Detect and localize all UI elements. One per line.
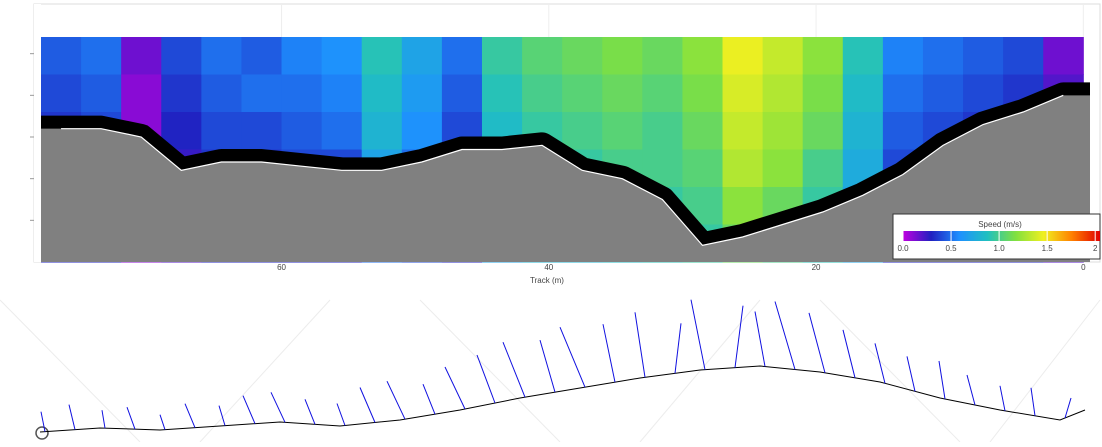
speed-cell bbox=[201, 37, 242, 75]
colorbar-tick-label: 2 bbox=[1093, 244, 1098, 253]
speed-cell bbox=[883, 37, 924, 75]
mask-left bbox=[34, 4, 41, 262]
speed-cell bbox=[963, 37, 1004, 75]
speed-cell bbox=[81, 75, 122, 113]
speed-cell bbox=[161, 75, 202, 113]
speed-cell bbox=[201, 112, 242, 150]
speed-cell bbox=[201, 75, 242, 113]
speed-cell bbox=[843, 37, 884, 75]
speed-cell bbox=[522, 37, 563, 75]
speed-cell bbox=[723, 37, 764, 75]
speed-cell bbox=[642, 75, 683, 113]
speed-cell bbox=[923, 75, 964, 113]
speed-cell bbox=[723, 150, 764, 188]
speed-cell bbox=[161, 37, 202, 75]
speed-cell bbox=[883, 75, 924, 113]
speed-cell bbox=[322, 112, 363, 150]
speed-cell bbox=[562, 37, 603, 75]
speed-cell bbox=[322, 37, 363, 75]
speed-cell bbox=[923, 37, 964, 75]
colorbar-tick-label: 0.0 bbox=[897, 244, 909, 253]
speed-cell bbox=[763, 112, 804, 150]
speed-cell bbox=[362, 75, 403, 113]
speed-cell bbox=[241, 37, 282, 75]
speed-cell bbox=[682, 75, 723, 113]
colorbar-tick-label: 1.0 bbox=[994, 244, 1006, 253]
speed-cell bbox=[442, 37, 483, 75]
colorbar-tick-label: 0.5 bbox=[945, 244, 957, 253]
speed-cell bbox=[322, 75, 363, 113]
speed-cell bbox=[522, 75, 563, 113]
speed-cell bbox=[121, 75, 162, 113]
speed-cell bbox=[763, 75, 804, 113]
speed-cell bbox=[642, 37, 683, 75]
speed-cell bbox=[282, 112, 323, 150]
speed-cell bbox=[1043, 37, 1084, 75]
speed-cell bbox=[282, 37, 323, 75]
speed-cell bbox=[282, 75, 323, 113]
colorbar-bar bbox=[903, 231, 1100, 241]
speed-cell bbox=[843, 75, 884, 113]
speed-cell bbox=[241, 75, 282, 113]
speed-cell bbox=[682, 112, 723, 150]
speed-cell bbox=[402, 37, 443, 75]
speed-cell bbox=[723, 112, 764, 150]
speed-cell bbox=[482, 37, 523, 75]
speed-cell bbox=[362, 112, 403, 150]
colorbar-title: Speed (m/s) bbox=[978, 220, 1022, 229]
speed-cell bbox=[562, 112, 603, 150]
speed-cell bbox=[883, 112, 924, 150]
speed-cell bbox=[41, 37, 82, 75]
speed-cell bbox=[482, 75, 523, 113]
colorbar-tick-label: 1.5 bbox=[1042, 244, 1054, 253]
speed-cell bbox=[121, 37, 162, 75]
speed-cell bbox=[682, 150, 723, 188]
speed-cell bbox=[803, 112, 844, 150]
speed-cell bbox=[642, 112, 683, 150]
speed-cell bbox=[241, 112, 282, 150]
speed-cell bbox=[843, 112, 884, 150]
speed-cell bbox=[803, 37, 844, 75]
speed-cell bbox=[803, 150, 844, 188]
colorbar: Speed (m/s) 0.0 0.5 1.0 1.5 2 bbox=[893, 214, 1100, 259]
speed-cell bbox=[402, 75, 443, 113]
speed-cell bbox=[723, 75, 764, 113]
speed-cell bbox=[1003, 37, 1044, 75]
speed-cell bbox=[602, 75, 643, 113]
figure: 6040200Speed (m/s)0.00.51.01.52Track (m) bbox=[0, 0, 1102, 442]
speed-cell bbox=[562, 75, 603, 113]
speed-cell bbox=[41, 75, 82, 113]
speed-cell bbox=[602, 37, 643, 75]
speed-cell bbox=[81, 37, 122, 75]
speed-cell bbox=[442, 75, 483, 113]
speed-cell bbox=[763, 37, 804, 75]
speed-cell bbox=[602, 112, 643, 150]
speed-cell bbox=[362, 37, 403, 75]
speed-cell bbox=[763, 150, 804, 188]
x-axis-title: Track (m) bbox=[530, 276, 564, 285]
speed-cell bbox=[803, 75, 844, 113]
speed-cell bbox=[682, 37, 723, 75]
